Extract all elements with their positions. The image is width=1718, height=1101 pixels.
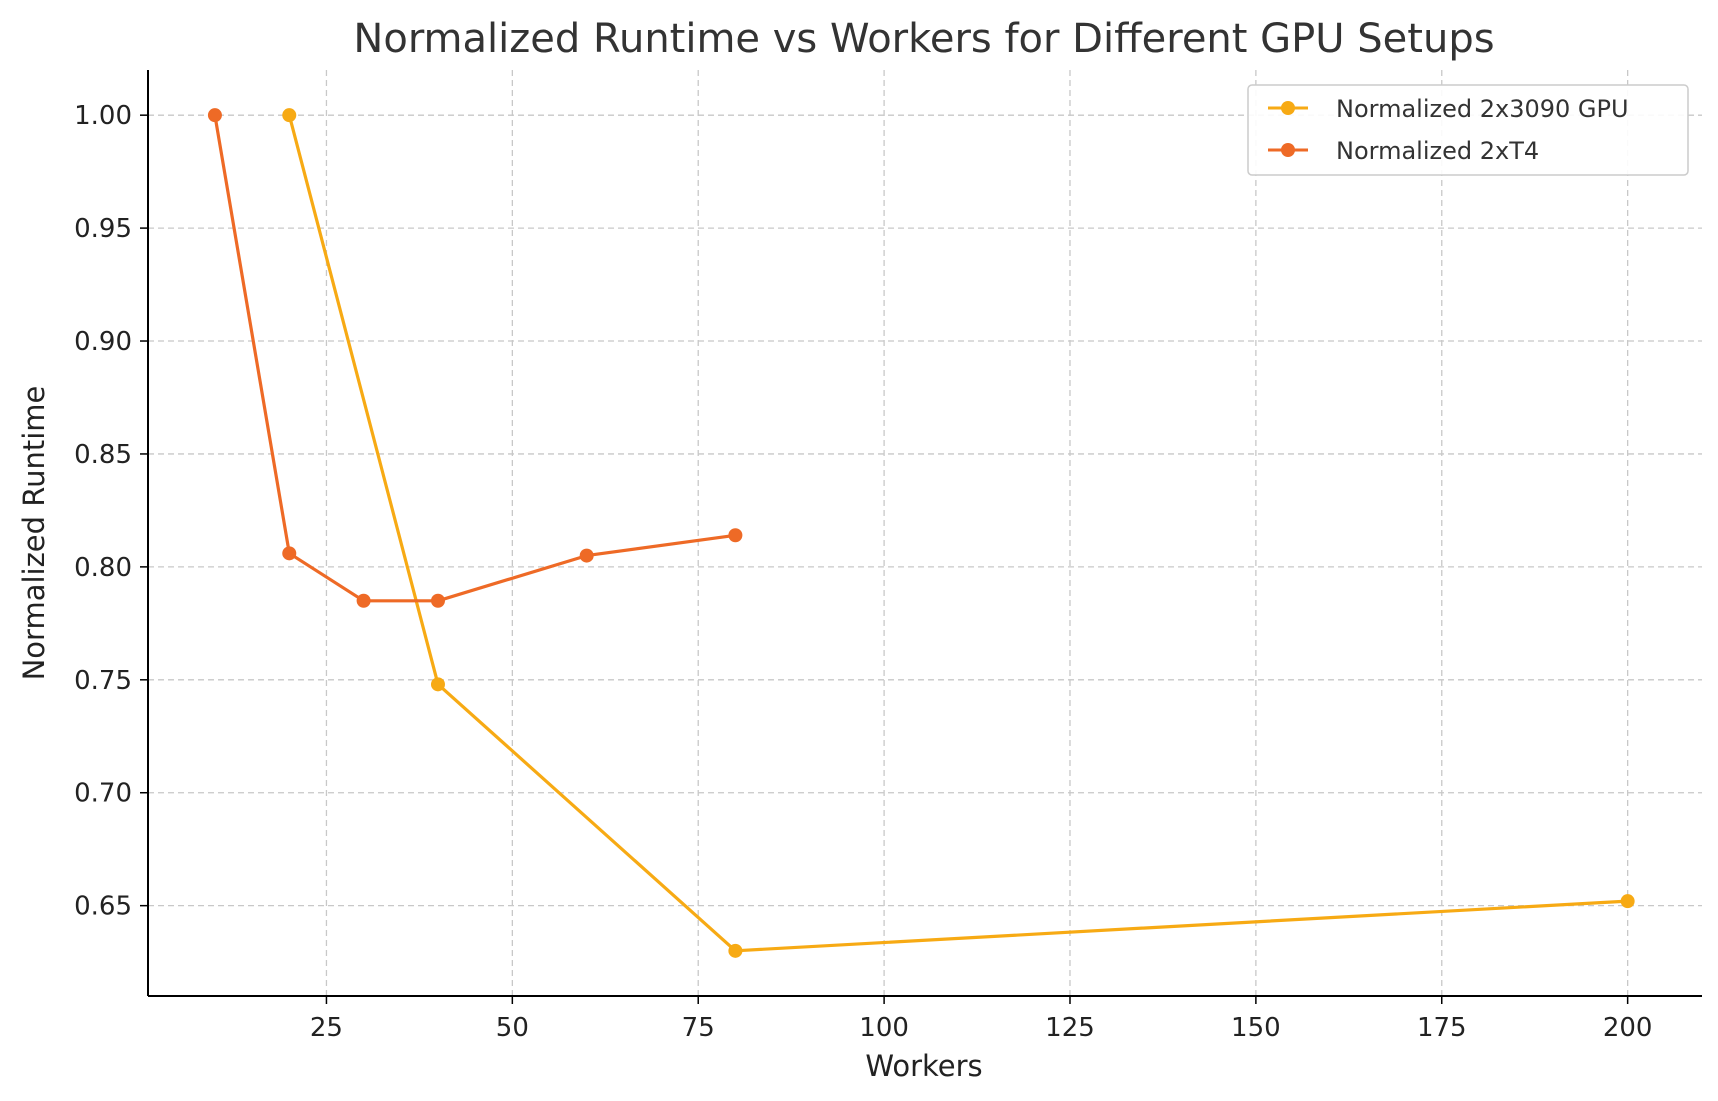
legend-marker-2x3090 <box>1281 101 1295 115</box>
legend-marker-2xt4 <box>1281 143 1295 157</box>
legend-label-2x3090: Normalized 2x3090 GPU <box>1336 95 1629 123</box>
chart-title: Normalized Runtime vs Workers for Differ… <box>353 16 1494 62</box>
data-point <box>430 677 445 692</box>
x-tick-label: 150 <box>1231 1013 1281 1043</box>
series-2 <box>207 108 743 608</box>
y-tick-label: 0.95 <box>74 214 132 244</box>
axes-spines <box>147 70 1702 997</box>
data-point <box>430 593 445 608</box>
series-1 <box>282 108 1635 958</box>
legend: Normalized 2x3090 GPU Normalized 2xT4 <box>1247 84 1689 176</box>
legend-box <box>1247 84 1689 176</box>
data-series <box>207 108 1635 958</box>
data-point <box>579 548 594 563</box>
x-axis-ticks: 25 50 75 100 125 150 175 200 <box>310 996 1653 1043</box>
x-tick-label: 200 <box>1603 1013 1653 1043</box>
y-axis-ticks: 0.65 0.70 0.75 0.80 0.85 0.90 0.95 1.00 <box>74 101 148 922</box>
data-point <box>282 108 297 123</box>
series-line <box>287 114 1628 953</box>
y-tick-label: 0.80 <box>74 553 132 583</box>
data-point <box>207 108 222 123</box>
y-tick-label: 0.85 <box>74 440 132 470</box>
legend-label-2xt4: Normalized 2xT4 <box>1336 137 1539 165</box>
x-tick-label: 125 <box>1045 1013 1095 1043</box>
x-axis-label: Workers <box>865 1049 982 1083</box>
x-tick-label: 75 <box>682 1013 715 1043</box>
x-tick-label: 25 <box>310 1013 343 1043</box>
y-tick-label: 0.90 <box>74 327 132 357</box>
x-tick-label: 50 <box>496 1013 529 1043</box>
data-point <box>282 546 297 561</box>
x-tick-label: 175 <box>1417 1013 1467 1043</box>
y-tick-label: 0.75 <box>74 666 132 696</box>
y-tick-label: 0.65 <box>74 892 132 922</box>
x-tick-label: 100 <box>859 1013 909 1043</box>
y-tick-label: 1.00 <box>74 101 132 131</box>
data-point <box>356 593 371 608</box>
y-tick-label: 0.70 <box>74 779 132 809</box>
data-point <box>1620 894 1635 909</box>
data-point <box>728 528 743 543</box>
grid-lines <box>148 70 1702 996</box>
series-line <box>213 114 736 603</box>
data-point <box>728 943 743 958</box>
y-axis-label: Normalized Runtime <box>17 386 51 681</box>
